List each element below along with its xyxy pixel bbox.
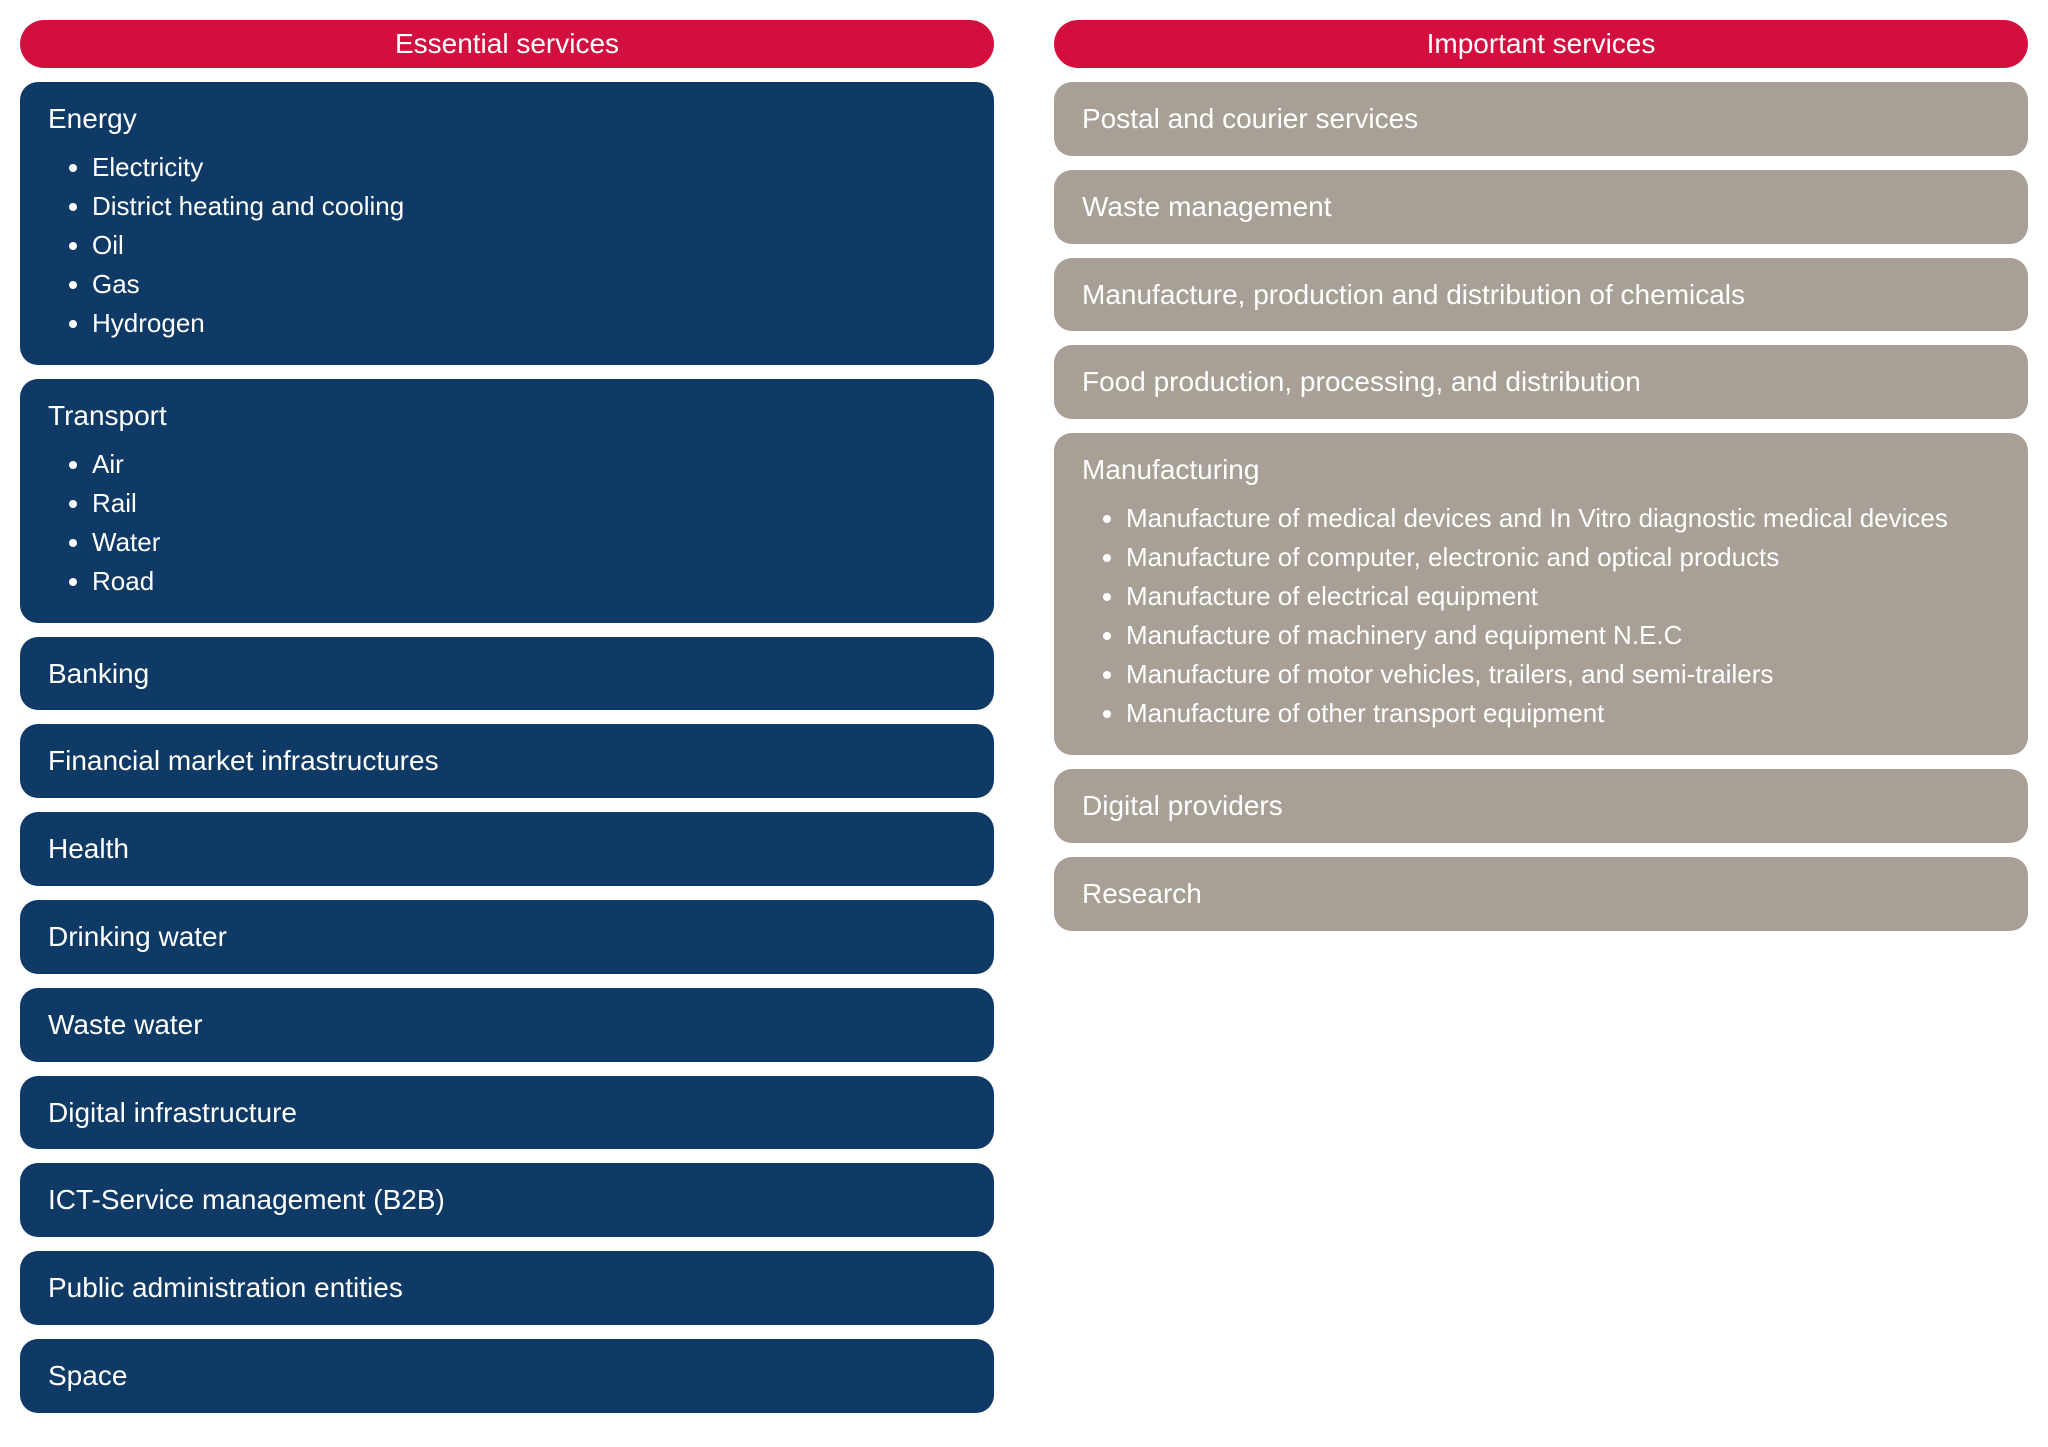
list-item: Water [92, 523, 966, 562]
list-item: Manufacture of electrical equipment [1126, 577, 2000, 616]
essential-card-title: Transport [48, 397, 966, 435]
essential-card: Transport AirRailWaterRoad [20, 379, 994, 623]
essential-card: Financial market infrastructures [20, 724, 994, 798]
essential-card-title: Financial market infrastructures [48, 742, 966, 780]
list-item: Oil [92, 226, 966, 265]
essential-card: ICT-Service management (B2B) [20, 1163, 994, 1237]
essential-card: Banking [20, 637, 994, 711]
essential-card: Public administration entities [20, 1251, 994, 1325]
important-card-title: Manufacture, production and distribution… [1082, 276, 2000, 314]
important-card: Manufacture, production and distribution… [1054, 258, 2028, 332]
essential-card: Drinking water [20, 900, 994, 974]
list-item: Manufacture of medical devices and In Vi… [1126, 499, 2000, 538]
important-card: Manufacturing Manufacture of medical devi… [1054, 433, 2028, 755]
services-diagram: Essential services Energy ElectricityDist… [20, 20, 2028, 1427]
important-card-sublist: Manufacture of medical devices and In Vi… [1126, 499, 2000, 733]
list-item: Road [92, 562, 966, 601]
essential-card-title: Public administration entities [48, 1269, 966, 1307]
essential-card-sublist: AirRailWaterRoad [92, 445, 966, 601]
important-card: Digital providers [1054, 769, 2028, 843]
list-item: District heating and cooling [92, 187, 966, 226]
list-item: Electricity [92, 148, 966, 187]
important-column: Important services Postal and courier se… [1054, 20, 2028, 945]
list-item: Hydrogen [92, 304, 966, 343]
list-item: Gas [92, 265, 966, 304]
important-cards: Postal and courier services Waste managem… [1054, 82, 2028, 945]
important-card: Postal and courier services [1054, 82, 2028, 156]
important-card: Food production, processing, and distrib… [1054, 345, 2028, 419]
essential-column: Essential services Energy ElectricityDist… [20, 20, 994, 1427]
essential-card: Waste water [20, 988, 994, 1062]
important-card-title: Manufacturing [1082, 451, 2000, 489]
list-item: Manufacture of computer, electronic and … [1126, 538, 2000, 577]
list-item: Manufacture of machinery and equipment N… [1126, 616, 2000, 655]
essential-card-title: ICT-Service management (B2B) [48, 1181, 966, 1219]
essential-header: Essential services [20, 20, 994, 68]
essential-cards: Energy ElectricityDistrict heating and co… [20, 82, 994, 1427]
important-card-title: Postal and courier services [1082, 100, 2000, 138]
important-card-title: Food production, processing, and distrib… [1082, 363, 2000, 401]
important-card-title: Research [1082, 875, 2000, 913]
essential-card-title: Energy [48, 100, 966, 138]
important-card: Waste management [1054, 170, 2028, 244]
essential-card: Health [20, 812, 994, 886]
list-item: Manufacture of other transport equipment [1126, 694, 2000, 733]
essential-card-title: Banking [48, 655, 966, 693]
essential-card-title: Waste water [48, 1006, 966, 1044]
essential-card: Space [20, 1339, 994, 1413]
essential-card: Energy ElectricityDistrict heating and co… [20, 82, 994, 365]
essential-card: Digital infrastructure [20, 1076, 994, 1150]
essential-card-title: Drinking water [48, 918, 966, 956]
essential-card-title: Space [48, 1357, 966, 1395]
list-item: Manufacture of motor vehicles, trailers,… [1126, 655, 2000, 694]
essential-card-title: Health [48, 830, 966, 868]
important-card: Research [1054, 857, 2028, 931]
important-card-title: Digital providers [1082, 787, 2000, 825]
list-item: Rail [92, 484, 966, 523]
essential-card-title: Digital infrastructure [48, 1094, 966, 1132]
important-header: Important services [1054, 20, 2028, 68]
essential-card-sublist: ElectricityDistrict heating and coolingO… [92, 148, 966, 343]
important-card-title: Waste management [1082, 188, 2000, 226]
list-item: Air [92, 445, 966, 484]
